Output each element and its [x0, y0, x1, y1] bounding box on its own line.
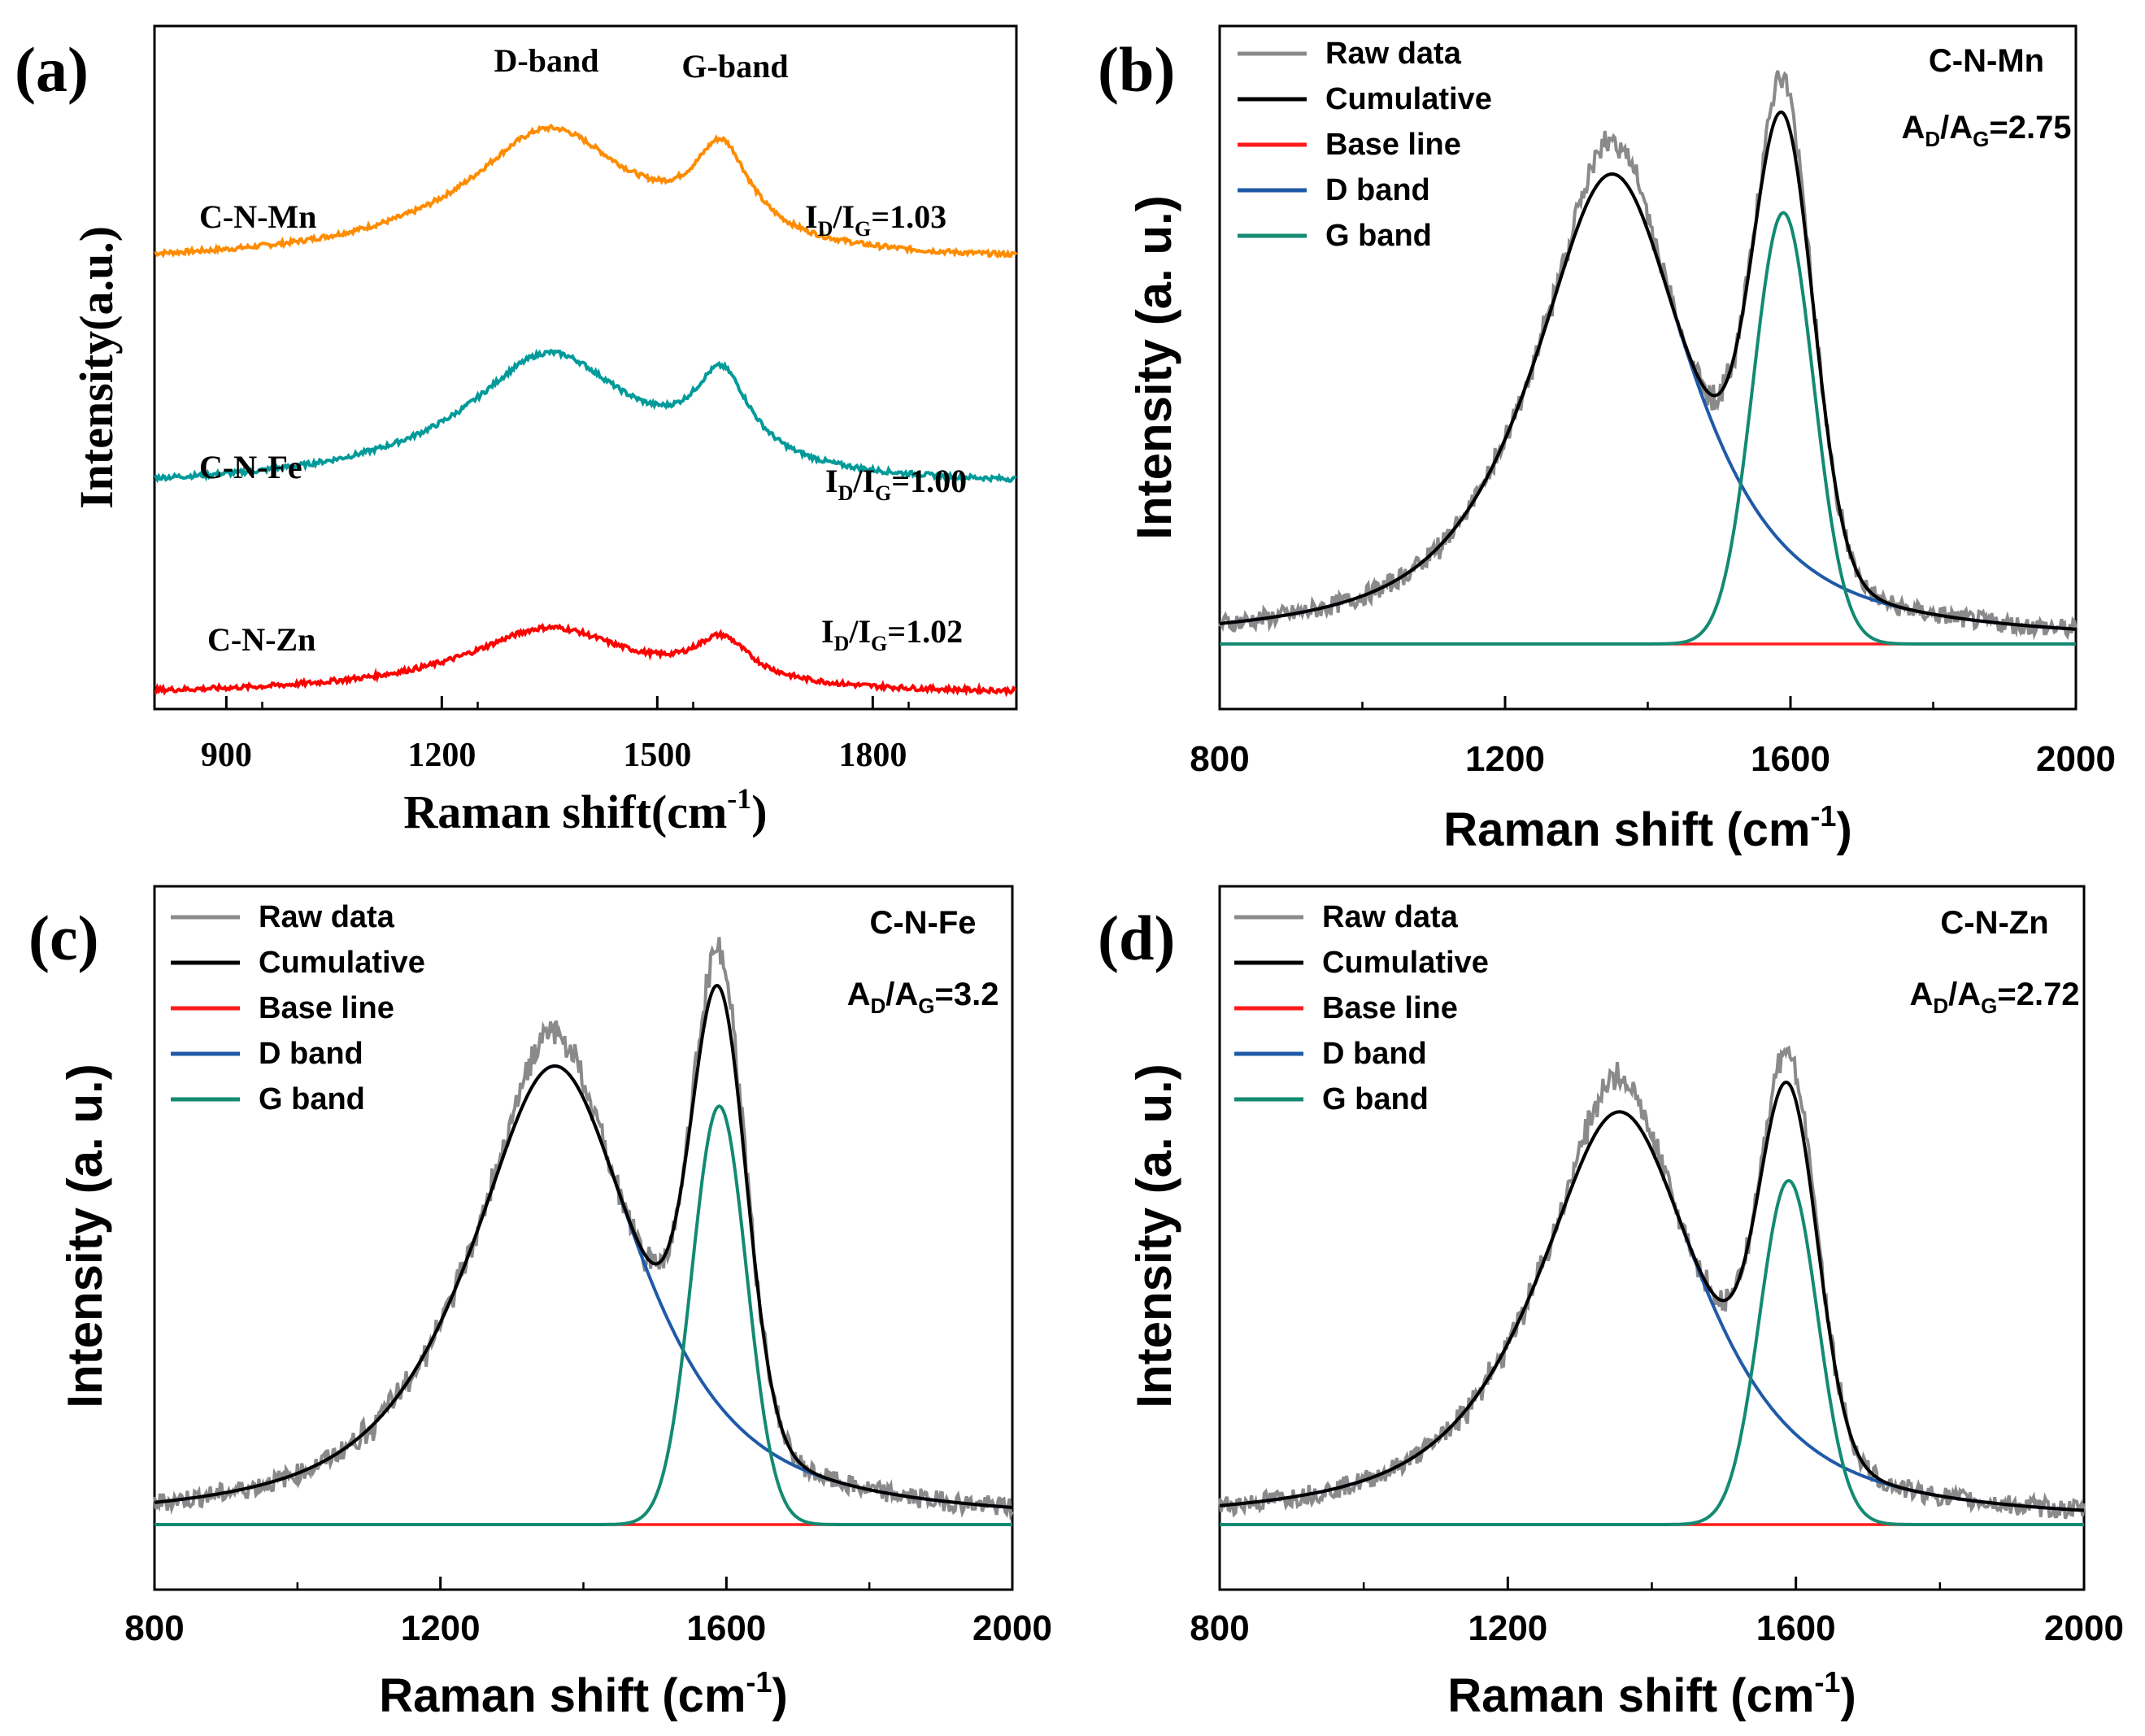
panel-c-ratio: AD/AG=3.2 [847, 977, 999, 1018]
series-label-zn: C-N-Zn [207, 621, 315, 658]
panel-a-xtick-label: 900 [201, 737, 252, 774]
panel-d-xtick-label: 1200 [1468, 1608, 1547, 1648]
panel-c-raw-data [153, 937, 1014, 1521]
panel-d-xlabel: Raman shift (cm-1) [1447, 1665, 1856, 1722]
panel-d-cumulative [1219, 1080, 2085, 1512]
panel-d-xtick-label: 2000 [2044, 1608, 2124, 1648]
panel-a-xtick-label: 1200 [407, 737, 476, 774]
panel-b-xtick-label: 800 [1190, 739, 1249, 779]
legend-label: Raw data [1325, 37, 1462, 71]
panel-b-sample: C-N-Mn [1929, 43, 2044, 79]
panel-a-xtick-label: 1800 [838, 737, 907, 774]
panel-d-d-band [1219, 1110, 2085, 1512]
panel-a-letter: (a) [15, 34, 89, 105]
panel-d-xtick-label: 800 [1190, 1608, 1249, 1648]
panel-c-xtick-label: 1200 [401, 1608, 481, 1648]
panel-c-xlabel: Raman shift (cm-1) [379, 1665, 788, 1722]
legend-label: Cumulative [1325, 82, 1492, 116]
panel-a-xlabel: Raman shift(cm-1) [403, 782, 767, 838]
panel-d: (d) 800 1200 1600 2000 Raw data Cumulative Base… [1098, 885, 2124, 1722]
panel-b-cumulative [1219, 110, 2077, 631]
panel-d-letter: (d) [1098, 903, 1175, 973]
legend-label: Raw data [1322, 900, 1459, 934]
panel-a: (a) 900 1200 1500 1800 D-band G-band C-N-Mn… [15, 24, 1018, 838]
panel-b: (b) 800 1200 1600 2000 Raw data Cumulative Base… [1098, 24, 2116, 856]
legend-label: Base line [1322, 991, 1458, 1025]
fit-panels: (b) 800 1200 1600 2000 Raw data Cumulative Base… [28, 24, 2124, 1722]
panel-c-letter: (c) [28, 903, 99, 973]
series-label-mn: C-N-Mn [199, 198, 316, 235]
panel-b-ratio: AD/AG=2.75 [1901, 110, 2071, 151]
panel-b-ylabel: Intensity (a. u.) [1127, 195, 1181, 539]
panel-d-sample: C-N-Zn [1940, 905, 2048, 941]
panel-c-d-band [154, 1064, 1013, 1509]
legend-label: G band [1322, 1082, 1429, 1116]
panel-c-ylabel: Intensity (a. u.) [58, 1064, 112, 1408]
panel-c-sample: C-N-Fe [869, 905, 976, 941]
panel-c-xtick-label: 2000 [972, 1608, 1052, 1648]
panel-a-ylabel: Intensity(a.u.) [70, 226, 123, 509]
panel-d-xtick-label: 1600 [1756, 1608, 1836, 1648]
panel-d-raw-data [1218, 1045, 2086, 1520]
d-band-label: D-band [494, 42, 599, 79]
panel-c: (c) 800 1200 1600 2000 Raw data Cumulative Base… [28, 885, 1052, 1722]
legend-label: G band [1325, 219, 1432, 253]
panel-c-cumulative [154, 984, 1013, 1509]
panel-d-g-band [1220, 1178, 2084, 1526]
panel-a-frame [153, 24, 1018, 711]
legend-label: D band [1322, 1037, 1427, 1071]
legend-label: Cumulative [259, 946, 425, 980]
panel-a-series-c-n-zn [154, 622, 1017, 698]
panel-b-xlabel: Raman shift (cm-1) [1443, 799, 1852, 856]
ratio-label-mn: ID/IG=1.03 [805, 198, 946, 241]
legend-label: Base line [1325, 128, 1461, 162]
panel-a-curves [154, 123, 1018, 698]
legend-label: D band [1325, 173, 1430, 207]
panel-d-ylabel: Intensity (a. u.) [1127, 1064, 1181, 1408]
legend-label: Base line [259, 991, 394, 1025]
panel-b-xtick-label: 1600 [1751, 739, 1830, 779]
legend-label: G band [259, 1082, 365, 1116]
g-band-label: G-band [681, 48, 788, 85]
panel-b-xtick-label: 2000 [2036, 739, 2116, 779]
panel-b-letter: (b) [1098, 34, 1175, 105]
ratio-label-zn: ID/IG=1.02 [821, 613, 963, 655]
legend-label: Cumulative [1322, 946, 1489, 980]
legend-label: Raw data [259, 900, 395, 934]
panel-a-xtick-label: 1500 [623, 737, 691, 774]
panel-a-series-c-n-fe [154, 348, 1017, 484]
panel-b-xtick-label: 1200 [1465, 739, 1545, 779]
ratio-label-fe: ID/IG=1.00 [825, 463, 967, 505]
panel-b-g-band [1220, 211, 2076, 646]
panel-c-g-band [154, 1104, 1012, 1526]
panel-c-xtick-label: 1600 [686, 1608, 766, 1648]
panel-a-ticks: 900 1200 1500 1800 [201, 696, 910, 774]
series-label-fe: C-N-Fe [199, 449, 302, 485]
panel-a-series-c-n-mn [154, 123, 1018, 259]
panel-c-xtick-label: 800 [124, 1608, 184, 1648]
panel-d-ratio: AD/AG=2.72 [1909, 977, 2079, 1018]
legend-label: D band [259, 1037, 363, 1071]
